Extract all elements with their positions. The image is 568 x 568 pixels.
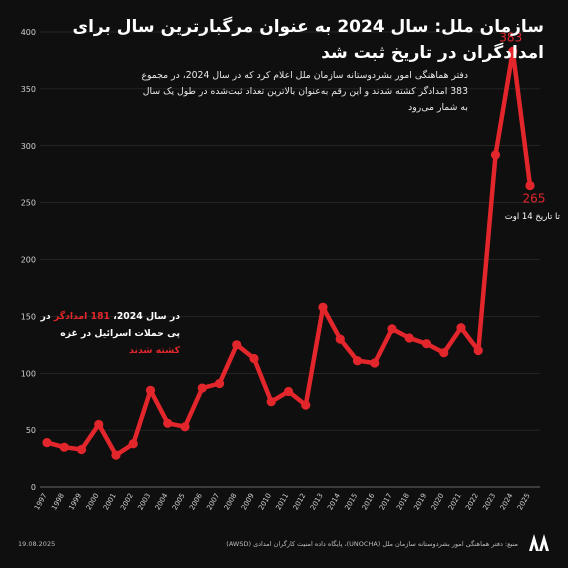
data-point xyxy=(335,334,345,344)
gaza-annotation: در سال 2024، 181 امدادگر در پی حملات اسر… xyxy=(40,308,180,359)
x-tick-label: 2010 xyxy=(257,492,273,511)
x-tick-label: 2022 xyxy=(464,492,480,511)
data-point xyxy=(490,150,501,160)
x-tick-label: 2018 xyxy=(395,492,411,511)
data-point xyxy=(456,323,466,333)
data-point xyxy=(508,46,518,56)
x-tick-label: 2015 xyxy=(343,492,359,511)
data-point xyxy=(283,386,294,397)
data-point xyxy=(370,358,380,368)
x-axis-ticks: 1997 1998 1999 2000 2001 2002 2003 2004 2005 2006… xyxy=(33,492,532,512)
annotation-prefix: در سال 2024، xyxy=(110,311,180,322)
x-tick-label: 2014 xyxy=(326,492,342,512)
y-tick-label: 300 xyxy=(21,142,36,151)
y-axis-ticks: 0 50 100 150 200 250 300 350 400 xyxy=(21,28,36,492)
annotation-highlight-count: 181 امدادگر xyxy=(53,311,111,322)
data-point xyxy=(111,450,121,460)
data-point xyxy=(525,180,535,191)
data-point xyxy=(266,397,276,407)
x-tick-label: 2024 xyxy=(499,492,515,512)
x-tick-label: 2008 xyxy=(223,492,239,511)
agency-logo xyxy=(529,534,549,551)
data-point xyxy=(180,422,190,432)
x-tick-label: 2006 xyxy=(188,492,204,512)
x-tick-label: 2005 xyxy=(171,492,187,511)
y-tick-label: 400 xyxy=(21,28,36,37)
grid-lines xyxy=(40,31,540,431)
data-point xyxy=(473,345,483,356)
peak-value-label: 383 xyxy=(499,30,522,44)
x-tick-label: 2002 xyxy=(119,492,135,511)
x-tick-label: 2009 xyxy=(240,492,256,511)
data-point xyxy=(128,439,138,449)
data-point xyxy=(197,383,207,393)
x-tick-label: 2021 xyxy=(447,492,463,511)
data-point xyxy=(232,340,242,350)
y-tick-label: 100 xyxy=(21,369,36,378)
y-tick-label: 350 xyxy=(21,85,36,94)
data-point xyxy=(421,339,432,349)
y-tick-label: 50 xyxy=(26,426,36,435)
x-tick-label: 2012 xyxy=(292,492,308,511)
data-point xyxy=(94,419,104,430)
data-point xyxy=(59,442,69,452)
x-tick-label: 2016 xyxy=(361,492,377,512)
x-tick-label: 2004 xyxy=(154,492,170,512)
x-tick-label: 1998 xyxy=(50,492,66,511)
x-tick-label: 2003 xyxy=(136,492,152,511)
x-tick-label: 2000 xyxy=(85,492,101,511)
x-tick-label: 1997 xyxy=(33,492,49,511)
y-tick-label: 150 xyxy=(21,312,36,321)
x-tick-label: 2019 xyxy=(412,492,428,511)
x-tick-label: 2013 xyxy=(309,492,325,511)
chart-description: دفتر هماهنگی امور بشردوستانه سازمان ملل … xyxy=(141,70,468,113)
last-value-label: 265 xyxy=(523,192,546,206)
x-tick-label: 2020 xyxy=(430,492,446,511)
x-tick-label: 2007 xyxy=(205,492,221,511)
x-tick-label: 2017 xyxy=(378,492,394,511)
data-point xyxy=(214,378,225,389)
data-point xyxy=(42,438,52,448)
x-tick-label: 2023 xyxy=(481,492,497,511)
y-tick-label: 0 xyxy=(31,483,36,492)
y-tick-label: 250 xyxy=(21,199,36,208)
x-tick-label: 2011 xyxy=(274,492,290,511)
data-point xyxy=(352,356,363,366)
data-point xyxy=(404,333,414,343)
x-tick-label: 2025 xyxy=(516,492,532,511)
data-point xyxy=(145,385,156,395)
footer-date: 19.08.2025 xyxy=(18,540,56,548)
data-point xyxy=(76,444,87,455)
data-point xyxy=(163,418,173,428)
data-point xyxy=(249,353,259,364)
annotation-middle: در پی حملات اسرائیل در غزه xyxy=(40,311,180,339)
footer-source: منبع: دفتر هماهنگی امور بشردوستانه سازما… xyxy=(226,540,518,548)
data-point xyxy=(439,348,449,358)
annotation-highlight-killed: کشته شدند xyxy=(129,345,180,356)
x-tick-label: 2001 xyxy=(102,492,118,511)
data-point xyxy=(318,302,328,312)
chart-title: سازمان ملل: سال 2024 به عنوان مرگبارترین… xyxy=(72,17,544,63)
x-tick-label: 1999 xyxy=(67,492,83,511)
y-tick-label: 200 xyxy=(21,256,36,265)
date-note: تا تاریخ 14 اوت xyxy=(504,212,560,222)
data-points xyxy=(42,46,535,460)
data-point xyxy=(301,400,311,410)
data-point xyxy=(387,324,397,334)
